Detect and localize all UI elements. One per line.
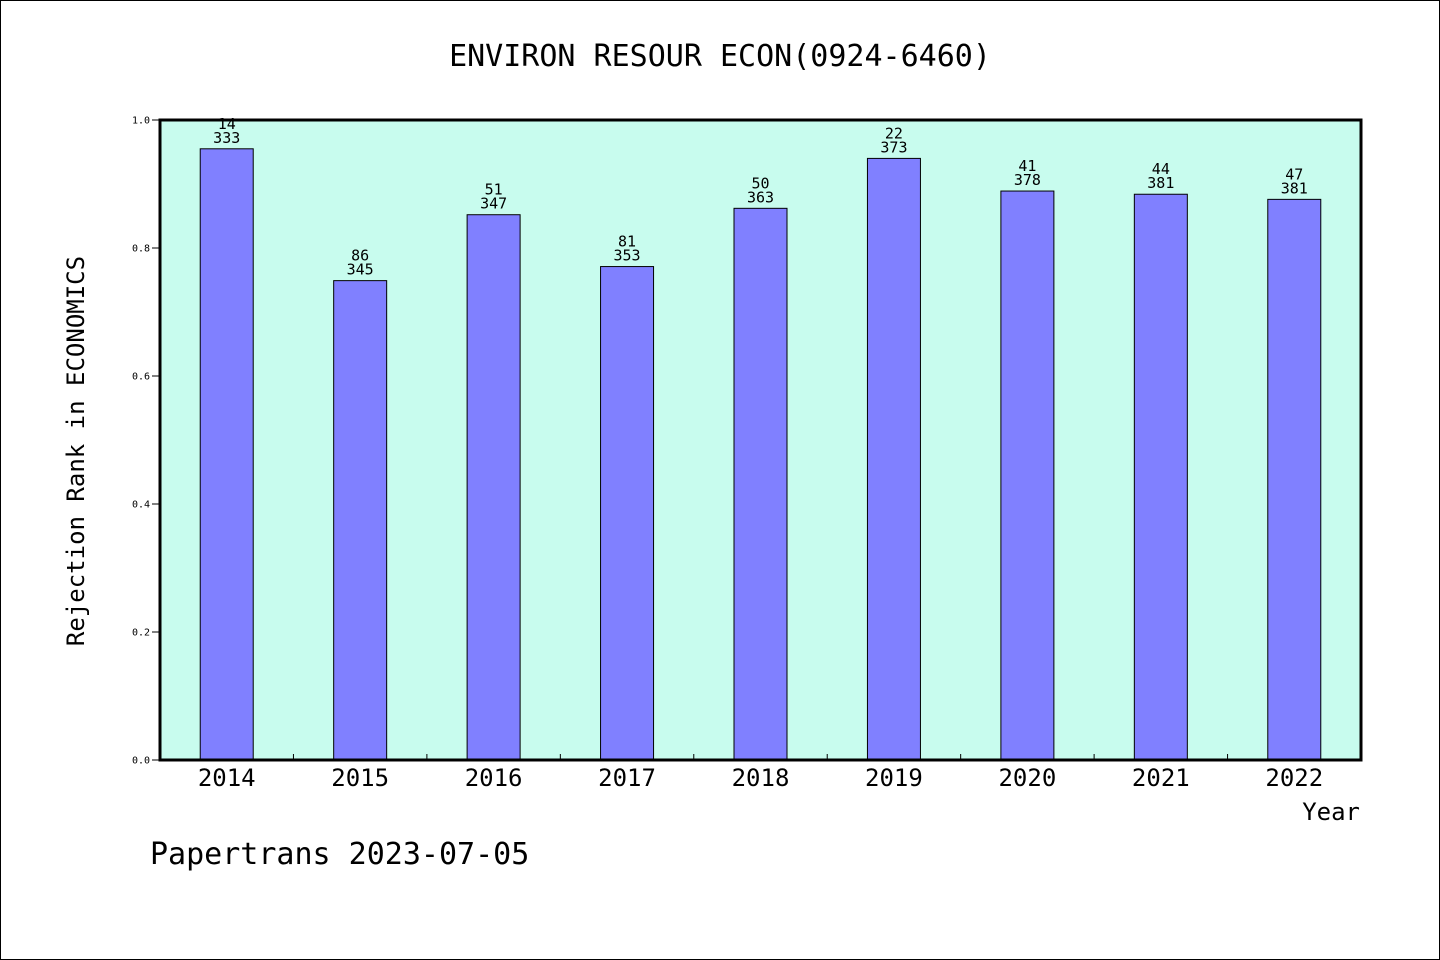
x-tick-label-2022: 2022 [1265, 764, 1323, 792]
bar-total-label-2016: 347 [480, 195, 507, 213]
x-tick-label-2017: 2017 [598, 764, 656, 792]
y-tick-label-0.6: 0.6 [132, 372, 150, 383]
bar-2018 [734, 208, 787, 760]
bar-2017 [601, 267, 654, 760]
x-tick-label-2018: 2018 [732, 764, 790, 792]
x-tick-label-2021: 2021 [1132, 764, 1190, 792]
bar-2021 [1134, 194, 1187, 760]
y-axis: 0.0 0.2 0.4 0.6 0.8 1.0 [132, 116, 160, 767]
bar-total-label-2022: 381 [1281, 179, 1308, 197]
bar-total-label-2021: 381 [1147, 174, 1174, 192]
bar-total-label-2015: 345 [347, 261, 374, 279]
bar-total-label-2017: 353 [614, 247, 641, 265]
y-tick-label-0.0: 0.0 [132, 756, 150, 767]
y-tick-label-0.4: 0.4 [132, 500, 150, 511]
x-tick-label-2016: 2016 [465, 764, 523, 792]
bar-2019 [867, 158, 920, 760]
y-tick-label-0.2: 0.2 [132, 628, 150, 639]
bar-chart: ENVIRON RESOUR ECON(0924-6460) 143338634… [0, 0, 1440, 960]
x-tick-label-2020: 2020 [998, 764, 1056, 792]
chart-title: ENVIRON RESOUR ECON(0924-6460) [449, 39, 991, 74]
bar-2020 [1001, 191, 1054, 760]
x-axis-label: Year [1302, 798, 1360, 826]
footer-text: Papertrans 2023-07-05 [150, 837, 529, 872]
x-tick-label-2015: 2015 [331, 764, 389, 792]
bar-total-label-2019: 373 [880, 138, 907, 156]
bar-total-label-2018: 363 [747, 188, 774, 206]
bar-total-label-2014: 333 [213, 129, 240, 147]
x-tick-label-2019: 2019 [865, 764, 923, 792]
y-tick-label-0.8: 0.8 [132, 244, 150, 255]
y-tick-label-1.0: 1.0 [132, 116, 150, 127]
bar-2014 [200, 149, 253, 760]
x-tick-label-2014: 2014 [198, 764, 256, 792]
bar-2015 [334, 281, 387, 760]
bar-2022 [1268, 199, 1321, 760]
bar-2016 [467, 215, 520, 760]
y-axis-label: Rejection Rank in ECONOMICS [62, 256, 90, 646]
bar-total-label-2020: 378 [1014, 171, 1041, 189]
